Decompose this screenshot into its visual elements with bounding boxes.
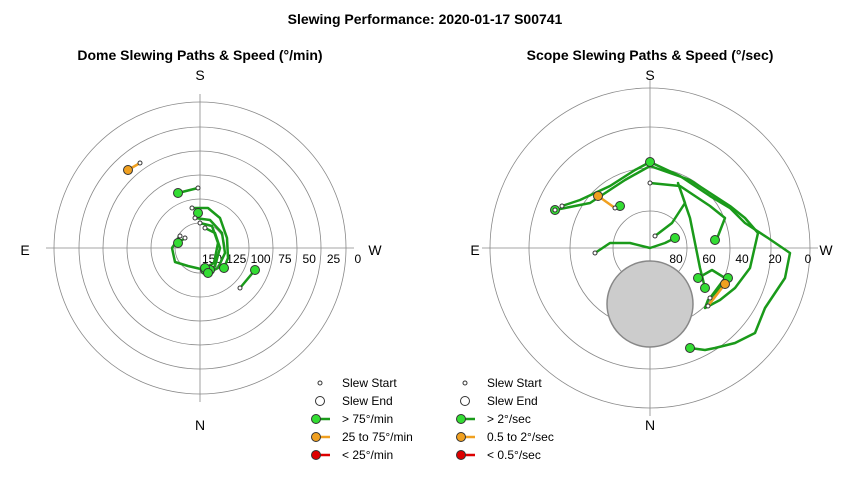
scope-slew-end-marker [645,157,655,167]
dome-slew-end-marker [250,265,260,275]
scope-legend-marker-slow [456,450,466,460]
dome-legend-label: < 25°/min [342,448,393,462]
dome-slew-path [192,206,230,269]
dome-legend-label: 25 to 75°/min [342,430,413,444]
scope-slew-start-marker [705,303,711,309]
scope-slew-start-marker [552,207,558,213]
scope-legend-label: Slew End [487,394,538,408]
dome-slew-end-marker [203,268,213,278]
scope-legend-marker-fast [456,414,466,424]
dome-compass-left: E [20,242,29,258]
scope-legend: Slew Start Slew End > 2°/sec 0.5 to 2°/sec <… [456,376,554,462]
scope-compass-top: S [645,67,654,83]
dome-slew-start-marker [237,285,243,291]
scope-legend-end-marker [460,396,470,406]
scope-chart-title: Scope Slewing Paths & Speed (°/sec) [527,47,774,63]
scope-slew-start-marker [652,233,658,239]
dome-legend-marker-slow [311,450,321,460]
scope-slew-end-marker [593,191,603,201]
scope-slew-end-marker [700,283,710,293]
dome-compass-bottom: N [195,417,205,433]
scope-slew-end-marker [685,343,695,353]
dome-slew-path [194,216,227,275]
scope-compass-left: E [470,242,479,258]
scope-slew-end-marker [670,233,680,243]
scope-slew-start-marker [707,295,713,301]
scope-slew-path [697,268,727,299]
scope-legend-label: > 2°/sec [487,412,531,426]
dome-slew-start-marker [195,185,201,191]
scope-slew-start-marker [592,250,598,256]
dome-slew-end-marker [123,165,133,175]
scope-legend-label: 0.5 to 2°/sec [487,430,554,444]
dome-slew-start-marker [202,225,208,231]
dome-radial-tick-label: 50 [303,252,317,266]
scope-radial-ticks: 80 60 40 20 0 [669,252,811,266]
scope-slew-end-marker [720,279,730,289]
scope-sun-exclusion [606,260,694,348]
scope-slew-start-marker [559,203,565,209]
dome-slew-start-marker [177,233,183,239]
dome-slew-start-marker [189,205,195,211]
scope-sun-disc [606,260,694,348]
scope-slew-start-marker [612,205,618,211]
scope-slew-path [554,164,760,310]
scope-legend-label: Slew Start [487,376,542,390]
dome-slew-start-marker [192,215,198,221]
dome-polar-grid [46,94,354,402]
dome-radial-tick-label: 0 [354,252,361,266]
scope-slew-path [594,236,676,255]
dome-radial-tick-label: 75 [278,252,292,266]
dome-radial-tick-label: 25 [327,252,341,266]
scope-legend-marker-medium [456,432,466,442]
dome-legend-label: Slew End [342,394,393,408]
dome-slew-path [199,221,220,270]
dome-compass-right: W [368,242,382,258]
scope-slew-end-marker [710,235,720,245]
dome-slew-start-marker [137,160,143,166]
scope-slew-start-marker [647,180,653,186]
scope-legend-start-marker [462,380,468,386]
scope-legend-label: < 0.5°/sec [487,448,541,462]
dome-legend-end-marker [315,396,325,406]
dome-slew-end-marker [173,188,183,198]
dome-compass-top: S [195,67,204,83]
dome-legend-label: Slew Start [342,376,397,390]
scope-radial-tick-label: 60 [702,252,716,266]
scope-compass-bottom: N [645,417,655,433]
scope-radial-tick-label: 40 [735,252,749,266]
dome-slew-paths [123,160,260,291]
dome-slew-end-marker [193,208,203,218]
dome-radial-tick-label: 125 [226,252,246,266]
scope-radial-tick-label: 20 [768,252,782,266]
dome-slew-end-marker [219,263,229,273]
scope-slew-end-marker [693,273,703,283]
dome-slew-start-marker [197,220,203,226]
dome-radial-tick-label: 100 [251,252,271,266]
dome-slew-end-marker [173,238,183,248]
dome-legend-start-marker [317,380,323,386]
figure-title: Slewing Performance: 2020-01-17 S00741 [288,11,563,27]
dome-legend-marker-medium [311,432,321,442]
dome-legend-label: > 75°/min [342,412,393,426]
dome-panel: Dome Slewing Paths & Speed (°/min) S N E… [20,47,413,462]
scope-slew-path [654,181,707,289]
scope-panel: Scope Slewing Paths & Speed (°/sec) S N … [456,47,833,462]
dome-legend-marker-fast [311,414,321,424]
dome-legend: Slew Start Slew End > 75°/min 25 to 75°/min… [311,376,413,462]
scope-radial-tick-label: 0 [805,252,812,266]
dome-slew-start-marker [182,235,188,241]
scope-compass-right: W [819,242,833,258]
scope-slew-paths [550,157,792,353]
dome-chart-title: Dome Slewing Paths & Speed (°/min) [77,47,322,63]
scope-radial-tick-label: 80 [669,252,683,266]
dome-radial-ticks: 150 125 100 75 50 25 0 [202,252,361,266]
